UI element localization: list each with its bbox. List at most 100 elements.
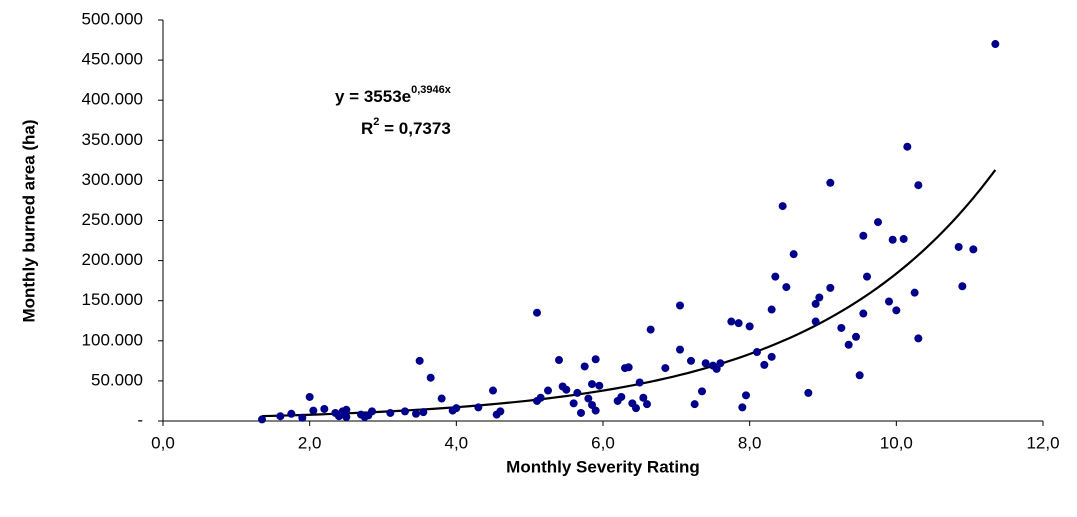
data-point xyxy=(771,272,780,281)
data-point xyxy=(305,392,314,401)
data-point xyxy=(309,406,318,415)
data-point xyxy=(914,181,923,190)
data-point xyxy=(624,363,633,372)
x-tick-label: 4,0 xyxy=(445,433,469,452)
data-point xyxy=(969,245,978,254)
data-point xyxy=(452,404,461,413)
data-point xyxy=(562,385,571,394)
data-point xyxy=(826,178,835,187)
data-point xyxy=(617,392,626,401)
data-point xyxy=(419,408,428,417)
data-point xyxy=(584,394,593,403)
data-point xyxy=(885,297,893,306)
data-point xyxy=(811,299,820,308)
data-point xyxy=(811,317,820,326)
data-point xyxy=(591,406,600,415)
data-point xyxy=(661,364,670,373)
data-point xyxy=(342,405,351,414)
data-point xyxy=(760,360,769,369)
data-point xyxy=(544,386,552,395)
data-point xyxy=(954,242,963,251)
data-point xyxy=(276,412,285,421)
data-point xyxy=(320,404,329,413)
x-tick-label: 12,0 xyxy=(1026,433,1059,452)
data-point xyxy=(298,413,307,422)
data-point xyxy=(676,301,684,310)
data-point xyxy=(580,362,589,371)
trendline xyxy=(261,169,997,418)
data-point xyxy=(687,356,695,365)
data-point xyxy=(815,293,824,302)
data-point xyxy=(401,407,409,416)
y-tick-label: 500.000 xyxy=(82,9,143,28)
r-squared-text: = 0,7373 xyxy=(379,119,450,138)
data-point xyxy=(342,412,351,421)
data-point xyxy=(577,408,585,417)
y-tick-label: 100.000 xyxy=(82,330,143,349)
data-point xyxy=(888,235,897,244)
data-point xyxy=(287,409,296,418)
data-point xyxy=(844,340,853,349)
data-point xyxy=(863,272,871,281)
data-point xyxy=(573,388,582,397)
x-tick-label: 10,0 xyxy=(880,433,913,452)
data-point xyxy=(632,404,640,413)
data-point xyxy=(914,334,923,343)
y-axis-title: Monthly burned area (ha) xyxy=(19,119,38,322)
data-point xyxy=(767,305,776,314)
data-point xyxy=(874,218,882,227)
data-point xyxy=(892,306,901,315)
data-point xyxy=(368,407,376,416)
data-point xyxy=(415,356,424,365)
data-point xyxy=(643,400,651,409)
data-point xyxy=(767,352,776,361)
data-point xyxy=(859,231,868,240)
r-squared: R2 = 0,7373 xyxy=(361,116,451,138)
data-point xyxy=(258,415,266,424)
data-point xyxy=(716,359,725,368)
data-point xyxy=(591,355,600,364)
data-point xyxy=(742,391,750,400)
r-squared-symbol: R xyxy=(361,119,373,138)
data-point xyxy=(698,387,706,396)
data-point xyxy=(701,359,710,368)
data-point xyxy=(639,393,648,402)
data-point xyxy=(635,378,644,387)
data-point xyxy=(588,380,596,389)
data-point xyxy=(910,288,919,297)
data-point xyxy=(789,250,798,259)
data-point xyxy=(595,381,604,390)
y-tick-label: - xyxy=(137,410,143,429)
data-point xyxy=(426,373,435,382)
data-point xyxy=(745,322,754,331)
data-point xyxy=(958,282,967,291)
x-axis-title: Monthly Severity Rating xyxy=(506,457,700,476)
data-point xyxy=(855,371,864,380)
equation: y = 3553e0,3946x xyxy=(335,84,452,106)
y-tick-label: 150.000 xyxy=(82,290,143,309)
data-point xyxy=(991,40,1000,49)
data-point xyxy=(474,403,483,412)
data-point xyxy=(676,345,684,354)
data-point xyxy=(536,393,545,402)
data-point xyxy=(533,308,541,317)
data-point xyxy=(412,409,420,418)
data-point xyxy=(386,408,395,417)
data-point xyxy=(859,309,868,318)
data-point xyxy=(753,348,761,357)
equation-text: y = 3553e xyxy=(335,87,411,106)
x-tick-label: 8,0 xyxy=(738,433,762,452)
y-tick-label: 350.000 xyxy=(82,130,143,149)
data-point xyxy=(738,403,747,412)
y-tick-label: 300.000 xyxy=(82,170,143,189)
x-tick-label: 6,0 xyxy=(591,433,615,452)
data-point xyxy=(826,283,835,292)
data-point xyxy=(489,386,497,395)
equation-exponent: 0,3946x xyxy=(411,84,452,96)
data-point xyxy=(646,325,655,334)
data-point xyxy=(852,332,860,341)
x-tick-label: 0,0 xyxy=(151,433,175,452)
y-tick-label: 250.000 xyxy=(82,210,143,229)
y-tick-label: 200.000 xyxy=(82,250,143,269)
